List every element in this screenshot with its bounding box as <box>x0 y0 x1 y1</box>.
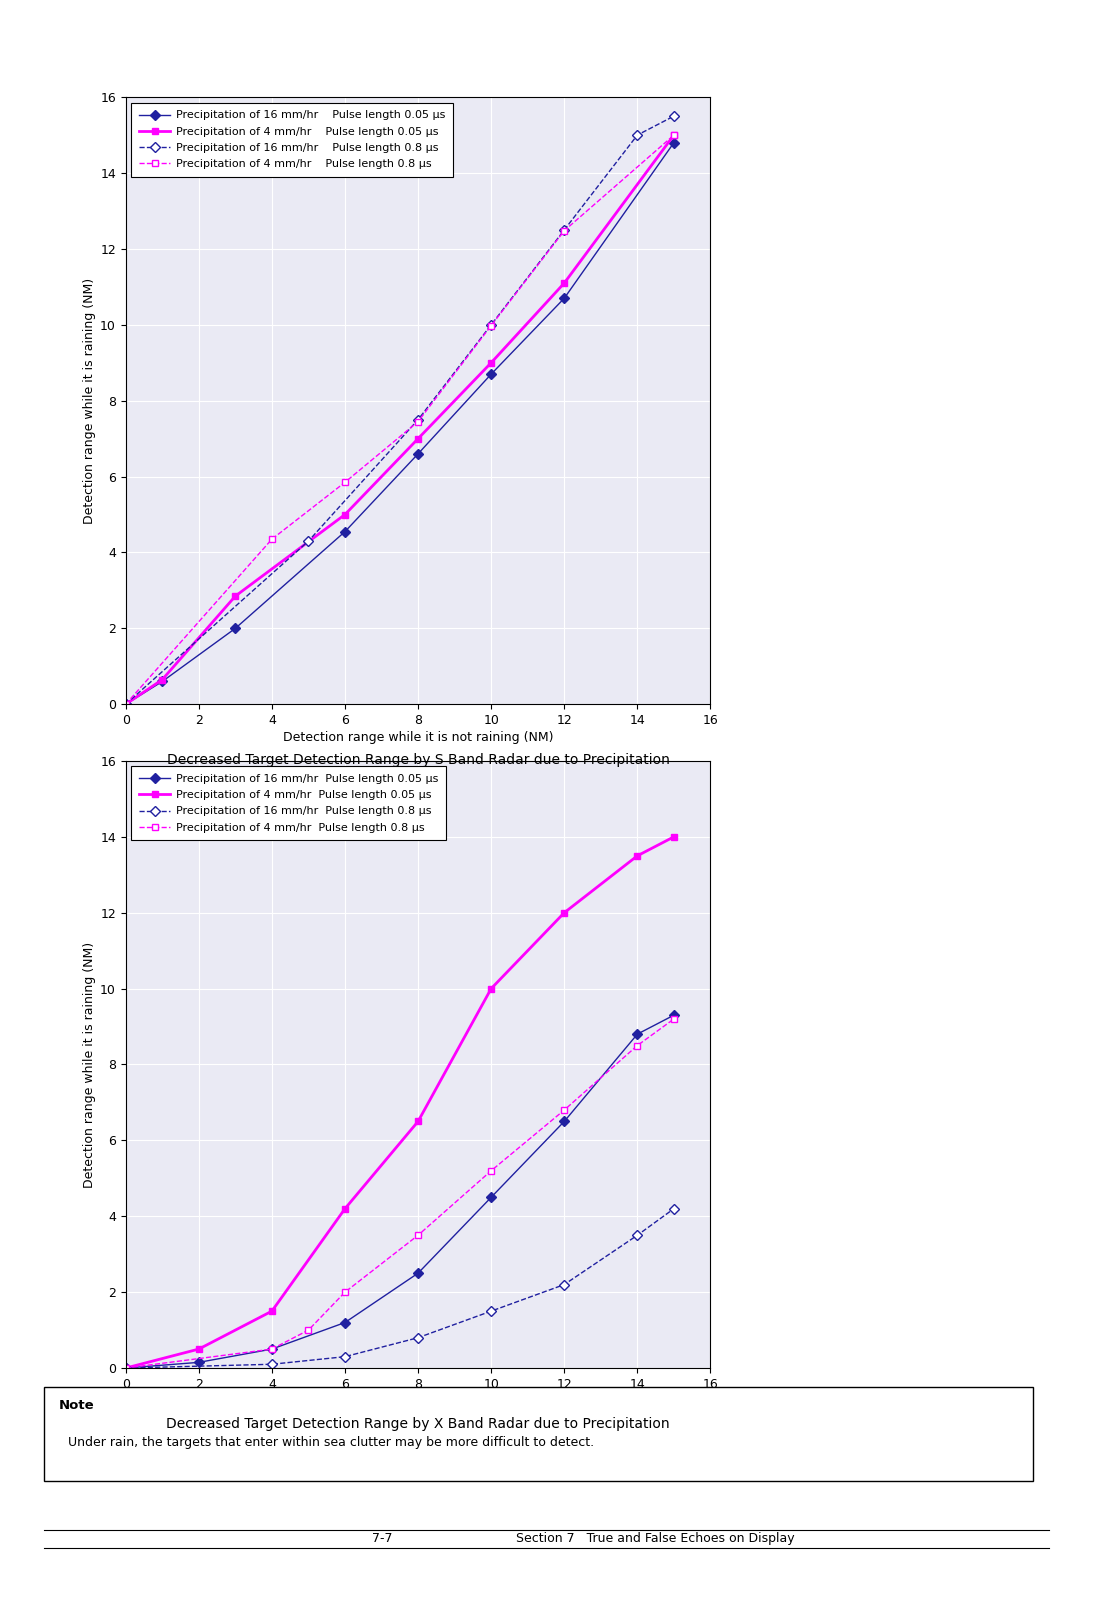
Legend: Precipitation of 16 mm/hr    Pulse length 0.05 μs, Precipitation of 4 mm/hr    P: Precipitation of 16 mm/hr Pulse length 0… <box>131 102 453 176</box>
X-axis label: Detection range while it is not raining (NM): Detection range while it is not raining … <box>283 1396 553 1409</box>
Text: 7-7: 7-7 <box>373 1532 392 1546</box>
Text: Decreased Target Detection Range by X Band Radar due to Precipitation: Decreased Target Detection Range by X Ba… <box>166 1417 670 1431</box>
Text: Section 7   True and False Echoes on Display: Section 7 True and False Echoes on Displ… <box>517 1532 795 1546</box>
Y-axis label: Detection range while it is raining (NM): Detection range while it is raining (NM) <box>83 941 96 1188</box>
Text: Note: Note <box>59 1399 94 1412</box>
Legend: Precipitation of 16 mm/hr  Pulse length 0.05 μs, Precipitation of 4 mm/hr  Pulse: Precipitation of 16 mm/hr Pulse length 0… <box>131 766 446 840</box>
X-axis label: Detection range while it is not raining (NM): Detection range while it is not raining … <box>283 732 553 745</box>
Text: 7: 7 <box>994 853 1018 887</box>
Y-axis label: Detection range while it is raining (NM): Detection range while it is raining (NM) <box>83 277 96 525</box>
Text: Decreased Target Detection Range by S Band Radar due to Precipitation: Decreased Target Detection Range by S Ba… <box>166 753 670 767</box>
Text: Under rain, the targets that enter within sea clutter may be more difficult to d: Under rain, the targets that enter withi… <box>69 1436 595 1449</box>
FancyBboxPatch shape <box>44 1387 1033 1481</box>
